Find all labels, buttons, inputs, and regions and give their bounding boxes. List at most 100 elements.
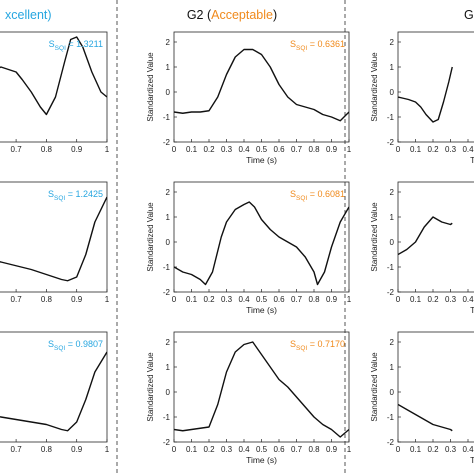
- x-axis-label: Time (s): [246, 305, 277, 315]
- series-line: [398, 66, 453, 123]
- y-tick-label: 1: [390, 63, 395, 72]
- x-tick-label: 0.6: [273, 295, 285, 304]
- y-tick-label: 2: [390, 38, 395, 47]
- x-tick-label: 0.7: [11, 445, 23, 454]
- sqi-value: = 0.6081: [307, 189, 345, 199]
- x-tick-label: 0.8: [41, 445, 53, 454]
- x-tick-label: 0.1: [410, 145, 422, 154]
- y-tick-label: 2: [166, 188, 171, 197]
- x-tick-label: 1: [347, 145, 352, 154]
- sqi-subscript: SQI: [296, 45, 307, 52]
- sqi-subscript: SQI: [296, 345, 307, 352]
- y-tick-label: -1: [387, 263, 395, 272]
- series-line: [0, 351, 107, 432]
- y-tick-label: 2: [390, 188, 395, 197]
- x-tick-label: 0: [396, 145, 401, 154]
- y-tick-label: 1: [166, 213, 171, 222]
- x-tick-label: 1: [105, 445, 110, 454]
- x-tick-label: 0.3: [445, 445, 457, 454]
- y-tick-label: -2: [163, 438, 171, 447]
- panel-frame: [397, 331, 474, 443]
- x-tick-label: 0.4: [238, 295, 250, 304]
- panel-frame: [397, 181, 474, 293]
- y-axis-label: Standardized Value: [146, 352, 155, 422]
- x-tick-label: 1: [347, 295, 352, 304]
- x-tick-label: 0.1: [186, 295, 198, 304]
- y-axis-label: Standardized Value: [146, 52, 155, 122]
- x-tick-label: 0.9: [326, 295, 338, 304]
- x-tick-label: 0.2: [203, 445, 215, 454]
- x-tick-label: 0.7: [11, 295, 23, 304]
- x-axis-label: Time (s): [246, 155, 277, 165]
- y-tick-label: 0: [166, 388, 171, 397]
- x-tick-label: 0: [172, 145, 177, 154]
- group-title-0: xcellent): [5, 8, 52, 22]
- sqi-annotation: SSQI = 0.9807: [48, 339, 103, 352]
- x-tick-label: 0.8: [308, 445, 320, 454]
- sqi-value: = 0.9807: [65, 339, 103, 349]
- panel-4: 0 0.1 0.2 0.3 0.4 0.5 0.6 0.7 0.8 0.9 1 Time (s) -2 -…: [146, 181, 352, 315]
- y-tick-label: 1: [390, 213, 395, 222]
- x-tick-label: 0.3: [221, 295, 233, 304]
- x-tick-label: 0.3: [221, 145, 233, 154]
- x-tick-label: 0.5: [256, 445, 268, 454]
- x-tick-label: 0.4: [238, 445, 250, 454]
- x-tick-label: 0.7: [11, 145, 23, 154]
- group-title-1-quality: Acceptable: [211, 8, 273, 22]
- y-axis-label: Standardized Value: [146, 202, 155, 272]
- sqi-value: = 1.3211: [66, 39, 103, 49]
- x-axis-label: Time (s): [246, 455, 277, 465]
- y-axis-label: Standardized Value: [370, 202, 379, 272]
- sqi-symbol: S: [290, 39, 296, 49]
- x-tick-label: 0.6: [273, 445, 285, 454]
- sqi-annotation: SSQI = 1.3211: [49, 39, 103, 52]
- y-tick-label: 2: [390, 338, 395, 347]
- panel-5: 0 0.1 0.2 0.3 0.4 0.5 0.6 0.7 0.8 0.9 1 Time (s) -2 -…: [146, 331, 352, 465]
- x-tick-label: 0.1: [410, 295, 422, 304]
- x-tick-label: 0.1: [186, 445, 198, 454]
- y-tick-label: -2: [387, 438, 395, 447]
- sqi-annotation: SSQI = 0.6361: [290, 39, 345, 52]
- x-tick-label: 0: [396, 295, 401, 304]
- sqi-annotation: SSQI = 1.2425: [48, 189, 103, 202]
- x-tick-label: 0.5: [256, 295, 268, 304]
- sqi-subscript: SQI: [55, 45, 66, 52]
- sqi-subscript: SQI: [296, 195, 307, 202]
- y-tick-label: 0: [166, 238, 171, 247]
- x-tick-label: 0.7: [291, 295, 303, 304]
- group-title-0-quality: xcellent): [5, 8, 52, 22]
- y-tick-label: -1: [163, 263, 171, 272]
- x-tick-label: 0.8: [308, 145, 320, 154]
- x-tick-label: 0.5: [256, 145, 268, 154]
- y-axis-label: Standardized Value: [370, 352, 379, 422]
- y-tick-label: -2: [163, 288, 171, 297]
- x-tick-label: 0.2: [203, 145, 215, 154]
- y-tick-label: 1: [390, 363, 395, 372]
- x-tick-label: 0: [396, 445, 401, 454]
- x-tick-label: 0.2: [427, 295, 439, 304]
- panel-frame: [397, 31, 474, 143]
- x-tick-label: 0.4: [462, 295, 474, 304]
- series-line: [0, 196, 107, 282]
- panel-3: 0 0.1 0.2 0.3 0.4 0.5 0.6 0.7 0.8 0.9 1 Time (s) -2 -…: [146, 31, 352, 165]
- x-tick-label: 0.9: [71, 445, 83, 454]
- x-tick-label: 1: [105, 295, 110, 304]
- x-tick-label: 0.2: [203, 295, 215, 304]
- group-title-1: G2 (Acceptable): [187, 8, 277, 22]
- y-tick-label: 2: [166, 338, 171, 347]
- x-tick-label: 0.4: [462, 145, 474, 154]
- y-tick-label: 1: [166, 63, 171, 72]
- x-axis-label: Time (s): [470, 455, 474, 465]
- series-line: [398, 403, 453, 432]
- x-tick-label: 0.6: [273, 145, 285, 154]
- x-tick-label: 0.7: [291, 445, 303, 454]
- x-tick-label: 0.8: [308, 295, 320, 304]
- y-tick-label: 0: [390, 238, 395, 247]
- x-tick-label: 0.9: [71, 145, 83, 154]
- x-tick-label: 0.8: [41, 295, 53, 304]
